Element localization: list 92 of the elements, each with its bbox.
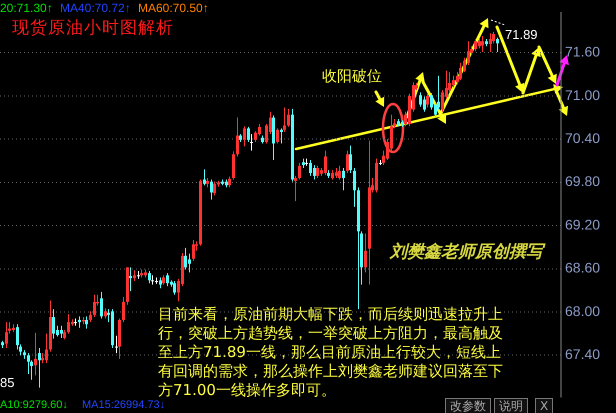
candlestick [459,62,462,81]
candlestick [60,325,63,338]
candlestick [247,126,250,143]
candlestick [210,178,213,200]
candlestick [305,158,308,166]
annotation: MA60:70.50↑ [138,1,209,15]
candlestick [430,92,433,110]
candlestick [338,165,341,180]
y-tick-label: 69.20 [565,216,600,232]
chart-title: 现货原油小时图解析 [12,18,174,38]
candlestick [280,128,283,144]
candlestick [236,117,239,157]
candlestick [85,316,88,330]
candlestick [52,308,55,340]
candlestick [346,150,349,174]
candlestick [166,272,169,287]
candlestick [34,332,37,376]
candlestick [335,167,338,179]
candlestick [309,160,312,176]
candlestick [232,150,235,180]
candlestick [188,253,191,273]
candlestick [258,124,261,136]
candlestick [173,280,176,296]
candlestick [192,239,195,262]
candlestick [151,274,154,286]
candlestick [474,38,477,52]
y-tick-label: 71.00 [565,86,600,103]
annotation: 刘樊鑫老师原创撰写 [390,242,543,262]
candlestick [159,276,162,289]
y-tick-label: 67.40 [565,346,600,362]
candlestick [324,150,327,176]
candlestick [45,333,48,364]
candlestick [452,75,455,88]
candlestick [184,247,187,270]
annotation: 85 [0,375,14,390]
candlestick [283,106,286,132]
candlestick [481,36,484,53]
candlestick [228,176,231,188]
candlestick [122,296,125,323]
text: X [535,398,554,413]
y-tick-label: 68.60 [565,260,600,276]
candlestick [478,38,481,49]
candlestick [298,162,301,180]
candlestick [353,167,356,208]
candlestick [342,167,345,191]
candlestick [250,134,253,152]
candlestick [63,330,66,340]
candlestick [426,93,429,108]
text: 改参数 [445,398,491,413]
candlestick [243,126,246,147]
candlestick [349,145,352,174]
candlestick [203,168,206,186]
candlestick [316,165,319,179]
text: 说明 [494,398,528,413]
candlestick [67,314,70,334]
y-tick-label: 70.40 [565,130,600,146]
y-tick-label: 68.00 [565,302,600,319]
candlestick [100,291,103,319]
candlestick [89,310,92,323]
candlestick [129,266,132,292]
candlestick [254,130,257,143]
candlestick [78,316,81,328]
annotation: 20:71.30↑ [0,1,53,15]
candlestick [276,128,279,144]
candlestick [104,308,107,319]
candlestick [213,181,216,196]
candlestick [38,348,41,388]
candlestick [331,170,334,180]
candlestick [148,270,151,284]
candlestick [294,175,297,202]
candlestick [115,335,118,354]
annotation: 收阳破位 [322,67,382,85]
candlestick [302,158,305,168]
candlestick [423,96,426,112]
candlestick [441,90,444,112]
candlestick [364,233,367,273]
annotation: MA40:70.72↑ [60,1,131,15]
candlestick [419,92,422,108]
candlestick [206,178,209,188]
candlestick [313,164,316,180]
y-tick-label: 71.60 [565,44,600,60]
y-tick-label: 69.80 [565,173,600,190]
candlestick [489,32,492,53]
annotation: 71.89 [505,27,538,42]
candlestick [5,322,8,349]
candlestick [41,352,44,364]
candlestick [162,274,165,286]
text: A10:9279.60↓ [0,399,68,411]
annotation: 目前来看，原油前期大幅下跌，而后续则迅速拉升上行，突破上方趋势线，一举突破上方阻力，最高触及至上方71.89一线，那么目前原油上行较大，短线上有回调的需求，那么操作上刘樊鑫老师建议回落至下方71.00一线操作多即可。 [158,305,504,400]
text: MA15:26994.73↓ [82,399,166,411]
candlestick [93,294,96,318]
candlestick [287,108,290,128]
